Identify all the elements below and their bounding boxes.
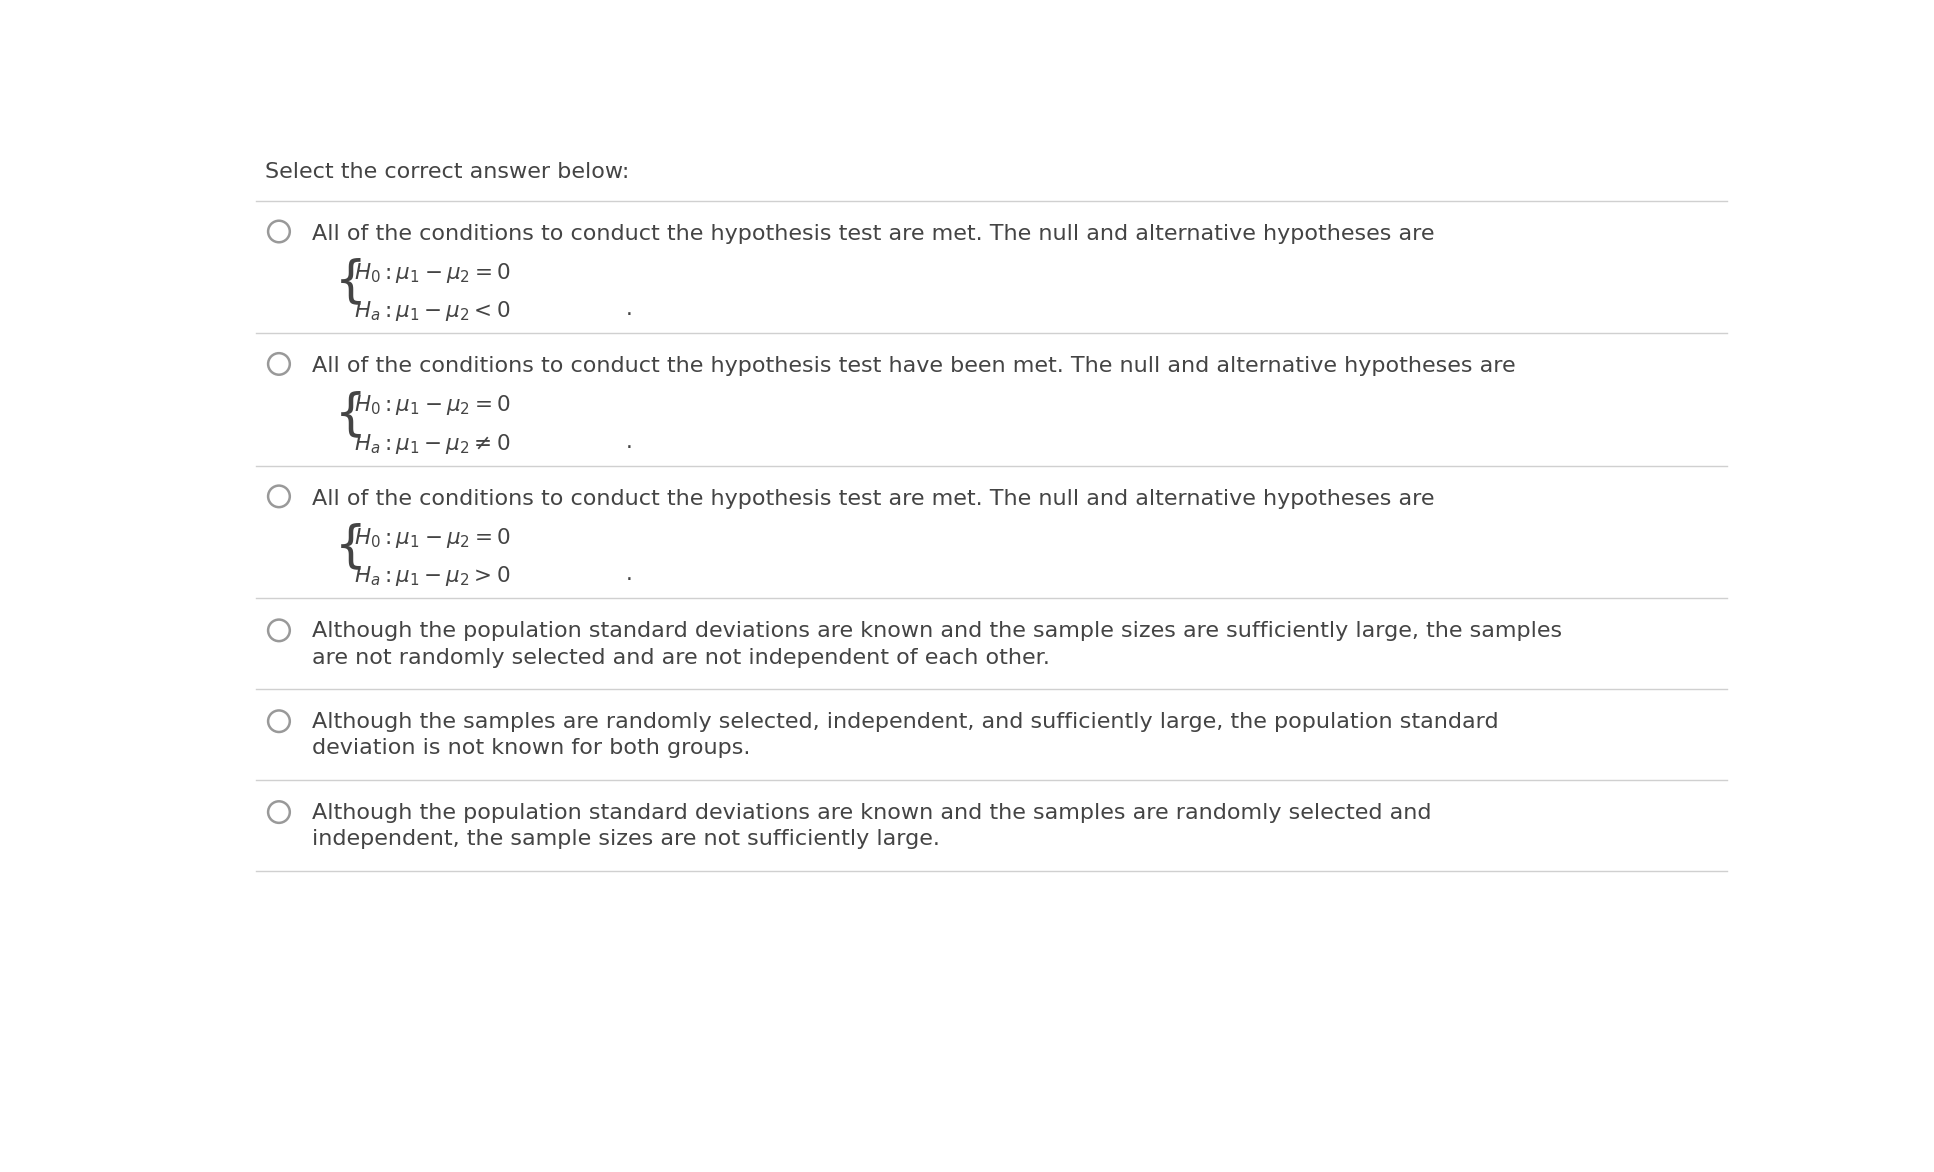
- Text: $H_a : \mu_1 - \mu_2 > 0$: $H_a : \mu_1 - \mu_2 > 0$: [354, 564, 511, 588]
- Text: .: .: [625, 431, 632, 451]
- Text: {: {: [335, 390, 367, 438]
- Text: .: .: [625, 299, 632, 319]
- Text: {: {: [335, 523, 367, 571]
- Text: Although the population standard deviations are known and the samples are random: Although the population standard deviati…: [311, 803, 1431, 850]
- Text: $H_0 : \mu_1 - \mu_2 = 0$: $H_0 : \mu_1 - \mu_2 = 0$: [354, 525, 511, 550]
- Text: $H_0 : \mu_1 - \mu_2 = 0$: $H_0 : \mu_1 - \mu_2 = 0$: [354, 260, 511, 285]
- Text: $H_a : \mu_1 - \mu_2 \neq 0$: $H_a : \mu_1 - \mu_2 \neq 0$: [354, 431, 511, 456]
- Text: $H_a : \mu_1 - \mu_2 < 0$: $H_a : \mu_1 - \mu_2 < 0$: [354, 299, 511, 323]
- Text: Although the samples are randomly selected, independent, and sufficiently large,: Although the samples are randomly select…: [311, 711, 1499, 758]
- Text: .: .: [625, 564, 632, 584]
- Text: All of the conditions to conduct the hypothesis test are met. The null and alter: All of the conditions to conduct the hyp…: [311, 489, 1433, 509]
- Text: {: {: [335, 258, 367, 306]
- Text: All of the conditions to conduct the hypothesis test are met. The null and alter: All of the conditions to conduct the hyp…: [311, 224, 1433, 244]
- Text: $H_0 : \mu_1 - \mu_2 = 0$: $H_0 : \mu_1 - \mu_2 = 0$: [354, 393, 511, 417]
- Text: All of the conditions to conduct the hypothesis test have been met. The null and: All of the conditions to conduct the hyp…: [311, 356, 1514, 376]
- Text: Select the correct answer below:: Select the correct answer below:: [265, 162, 629, 182]
- Text: Although the population standard deviations are known and the sample sizes are s: Although the population standard deviati…: [311, 621, 1561, 668]
